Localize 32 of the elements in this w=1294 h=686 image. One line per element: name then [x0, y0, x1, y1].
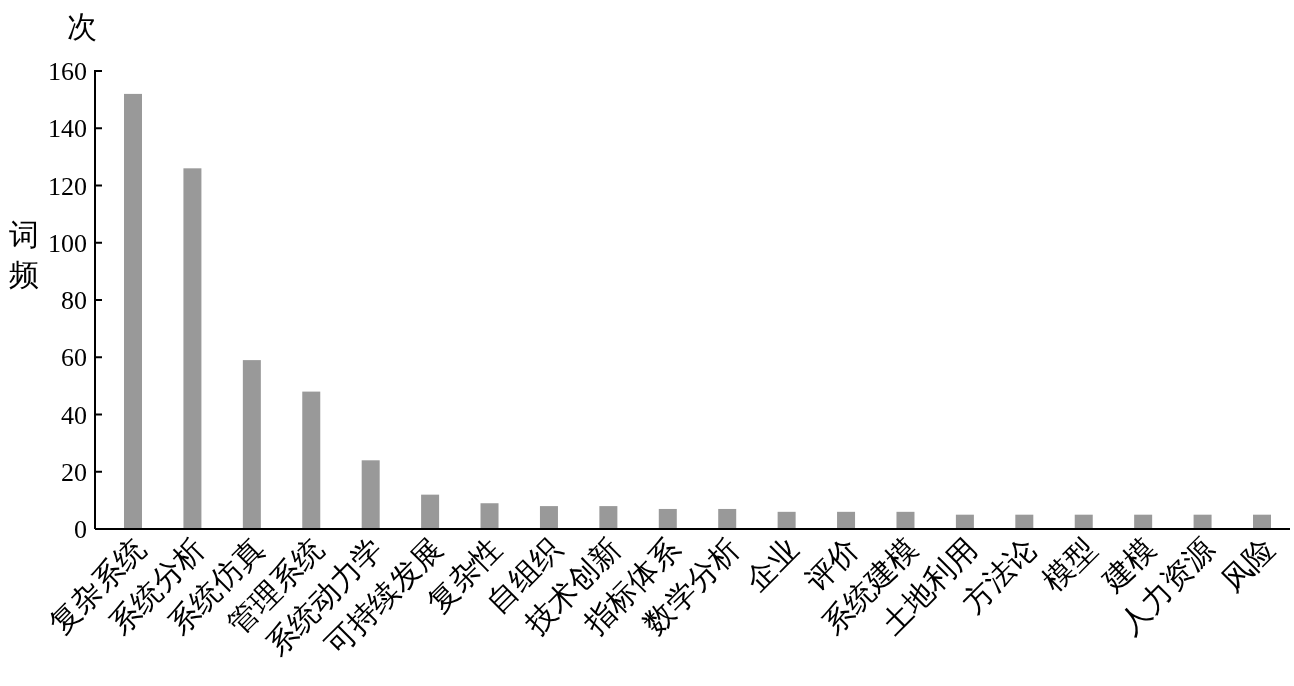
- bar: [480, 503, 499, 529]
- bar: [955, 514, 974, 529]
- bar: [1074, 514, 1093, 529]
- bar: [242, 360, 261, 529]
- y-tick-label: 160: [48, 57, 87, 86]
- bar: [777, 511, 796, 529]
- y-tick-label: 20: [61, 457, 87, 487]
- y-tick-label: 80: [61, 286, 87, 315]
- y-tick-label: 60: [61, 343, 87, 373]
- y-tick-label: 140: [48, 114, 87, 144]
- bar: [837, 511, 856, 529]
- bar: [124, 93, 142, 529]
- bar: [599, 506, 618, 529]
- y-tick-label: 40: [61, 400, 87, 430]
- y-tick-label: 120: [48, 171, 87, 201]
- bar: [1253, 514, 1271, 529]
- bar: [718, 508, 737, 529]
- x-tick-label: 企业: [739, 531, 805, 598]
- bar: [421, 494, 440, 529]
- bar: [1015, 514, 1034, 529]
- bar: [1134, 514, 1153, 529]
- y-tick-label: 100: [48, 228, 87, 258]
- bar: [658, 508, 677, 529]
- text: 次: [67, 10, 97, 43]
- bar: [1193, 514, 1212, 529]
- bar: [896, 511, 915, 529]
- bar: [361, 460, 380, 529]
- y-axis-title: 词频: [9, 218, 39, 291]
- bar: [183, 168, 202, 529]
- bar: [302, 391, 321, 529]
- y-tick-label: 0: [74, 515, 87, 544]
- bar: [539, 506, 558, 529]
